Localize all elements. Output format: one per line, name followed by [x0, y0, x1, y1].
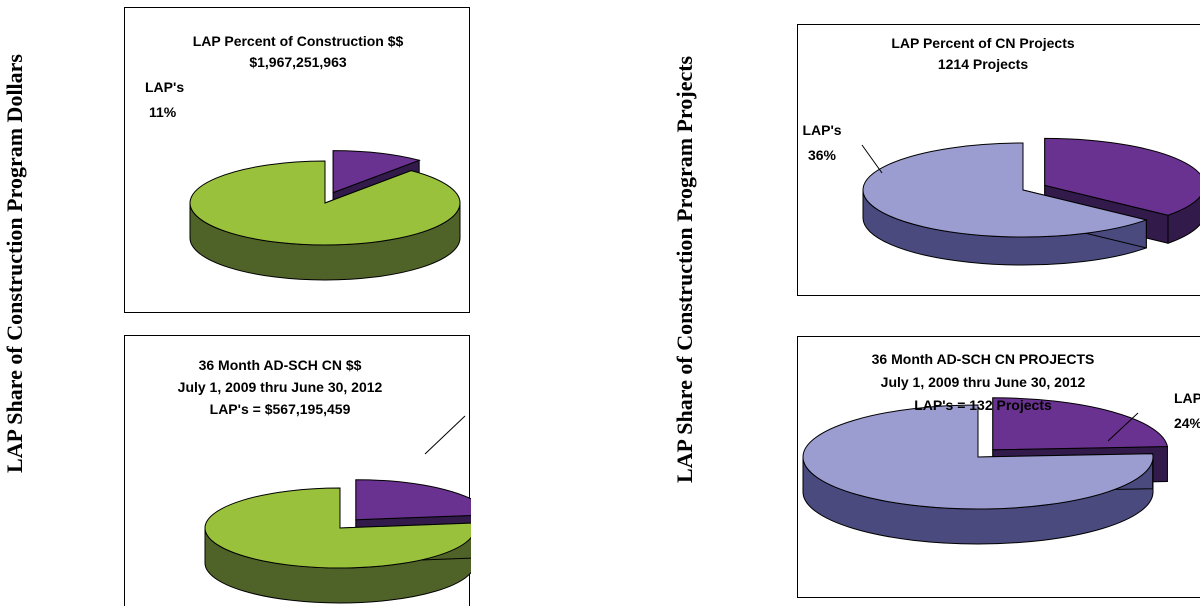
pie-chart-construction-dollars: LAP Percent of Construction $$ $1,967,251…: [124, 7, 470, 313]
chart-title-line: LAP's = 132 Projects: [914, 397, 1052, 413]
chart-title-line: 36 Month AD-SCH CN $$: [199, 357, 362, 373]
chart-title-line: LAP Percent of CN Projects: [891, 35, 1075, 51]
chart-title-line: 36 Month AD-SCH CN PROJECTS: [872, 351, 1095, 367]
slice-label-percent: 36%: [808, 147, 837, 163]
slice-label-percent: 11%: [149, 104, 177, 120]
chart-title-line: LAP Percent of Construction $$: [193, 33, 404, 49]
pie-slice-remainder-top: [802, 404, 1154, 510]
leader-line: [1107, 412, 1139, 442]
pie-slice-lap-top: [1044, 137, 1200, 216]
left-axis-label: LAP Share of Construction Program Dollar…: [2, 54, 27, 473]
slice-label-name: LAP's: [802, 122, 841, 138]
pie-chart-36-month-projects: 36 Month AD-SCH CN PROJECTS July 1, 2009 …: [797, 336, 1200, 598]
slice-label-name: LAP's: [145, 79, 184, 95]
pie-slice-lap-top: [355, 479, 471, 521]
pie-svg: LAP Percent of Construction $$ $1,967,251…: [145, 33, 461, 281]
chart-title-line: LAP's = $567,195,459: [210, 401, 351, 417]
leader-line: [861, 144, 883, 174]
chart-title-line: 1214 Projects: [938, 56, 1028, 72]
chart-title-line: $1,967,251,963: [249, 54, 347, 70]
pie-slice-lap-top: [332, 150, 421, 194]
pie-svg: LAP Percent of CN Projects 1214 Projects L…: [802, 35, 1200, 266]
chart-title-line: July 1, 2009 thru June 30, 2012: [881, 374, 1086, 390]
pie-svg: 36 Month AD-SCH CN PROJECTS July 1, 2009 …: [802, 351, 1200, 545]
pie-slice-remainder-top: [204, 487, 471, 569]
pie-slice-remainder-top: [189, 160, 461, 246]
pie-chart-36-month-dollars: 36 Month AD-SCH CN $$ July 1, 2009 thru J…: [124, 335, 471, 606]
pie-svg: 36 Month AD-SCH CN $$ July 1, 2009 thru J…: [178, 357, 471, 604]
slice-label-percent: 24%: [1174, 415, 1200, 431]
pie-slice-remainder-top: [862, 142, 1149, 238]
pie-slice-lap-top: [992, 397, 1169, 451]
pie-chart-cn-projects: LAP Percent of CN Projects 1214 Projects L…: [797, 24, 1200, 296]
right-axis-label: LAP Share of Construction Program Projec…: [672, 55, 697, 483]
chart-title-line: July 1, 2009 thru June 30, 2012: [178, 379, 383, 395]
leader-line: [424, 415, 466, 455]
slice-label-name: LAP: [1174, 390, 1200, 406]
